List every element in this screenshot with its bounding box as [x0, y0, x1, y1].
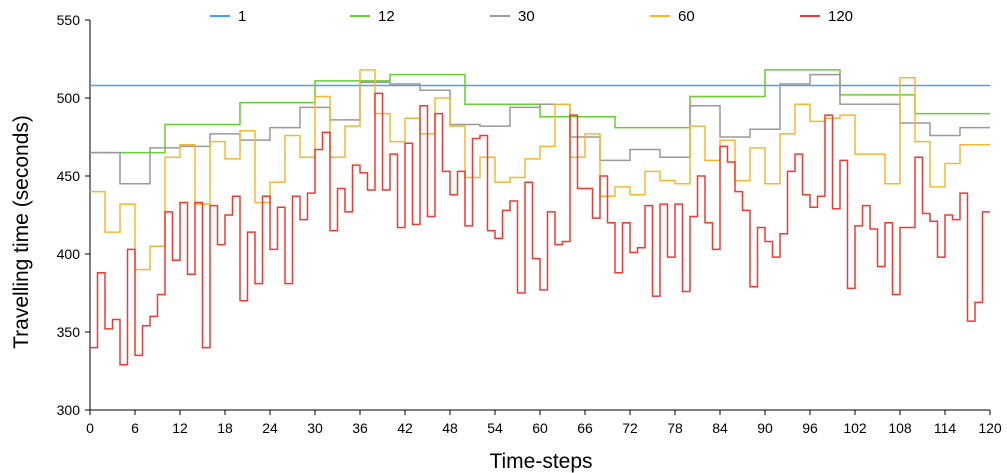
series-line-120	[90, 92, 990, 366]
x-tick-label: 66	[577, 420, 593, 436]
y-tick-label: 500	[57, 90, 81, 106]
x-ticks: 0 6 12 18 24 30 36 42 48 54 60 66 72 78 84 90 96 102 108 11…	[86, 410, 1002, 436]
x-tick-label: 6	[131, 420, 139, 436]
x-tick-label: 18	[217, 420, 233, 436]
x-tick-label: 114	[934, 420, 957, 436]
y-axis-title: Travelling time (seconds)	[10, 115, 33, 349]
series-lines	[90, 69, 990, 366]
legend-label-1: 1	[238, 8, 246, 25]
x-tick-label: 72	[622, 420, 638, 436]
y-tick-label: 350	[57, 324, 81, 340]
x-tick-label: 42	[397, 420, 413, 436]
y-tick-label: 550	[57, 12, 81, 28]
x-tick-label: 102	[843, 420, 867, 436]
x-tick-label: 0	[86, 420, 94, 436]
y-tick-label: 400	[57, 246, 81, 262]
x-tick-label: 24	[262, 420, 278, 436]
x-tick-label: 54	[487, 420, 503, 436]
x-tick-label: 30	[307, 420, 323, 436]
legend-label-120: 120	[828, 8, 853, 25]
y-tick-label: 300	[57, 402, 81, 418]
x-tick-label: 120	[978, 420, 1002, 436]
x-tick-label: 84	[712, 420, 728, 436]
x-tick-label: 60	[532, 420, 548, 436]
x-axis-title: Time-steps	[489, 450, 592, 473]
x-tick-label: 96	[802, 420, 818, 436]
x-tick-label: 48	[442, 420, 458, 436]
legend: 1 12 30 60 120	[210, 8, 853, 25]
x-tick-label: 36	[352, 420, 368, 436]
legend-label-30: 30	[518, 8, 535, 25]
x-tick-label: 12	[172, 420, 188, 436]
x-tick-label: 90	[757, 420, 773, 436]
y-ticks: 300 350 400 450 500 550	[57, 12, 90, 418]
legend-label-12: 12	[378, 8, 395, 25]
y-tick-label: 450	[57, 168, 81, 184]
x-tick-label: 78	[667, 420, 683, 436]
x-tick-label: 108	[888, 420, 912, 436]
legend-label-60: 60	[678, 8, 695, 25]
